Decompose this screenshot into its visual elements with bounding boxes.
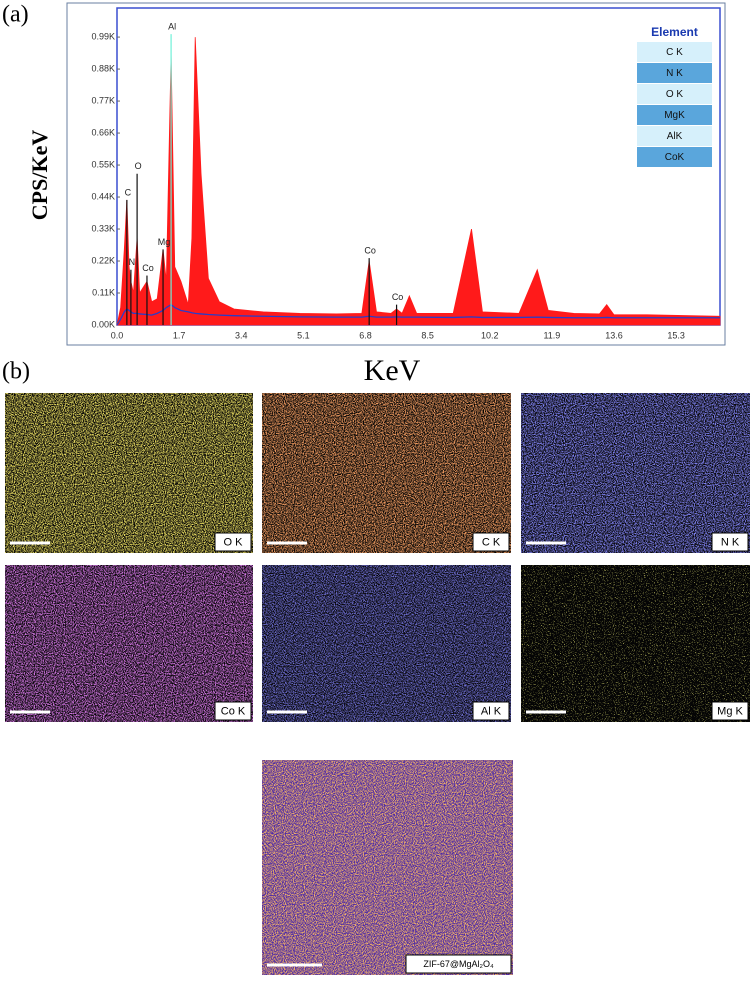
map-label-box [214,532,252,552]
table-cell: O K [666,89,684,100]
x-tick-label: 5.1 [297,330,310,340]
table-cell: N K [666,68,683,79]
map-label: Al K [481,705,502,717]
peak-label: Mg [158,237,171,247]
y-axis-label: CPS/KeV [27,130,52,221]
element-map [262,760,513,975]
panel-label: (a) [2,2,29,28]
map-label: Co K [221,705,246,717]
peak-label: O [135,161,142,171]
table-row [637,126,712,146]
table-row [637,84,712,104]
element-map [262,565,511,722]
y-tick-label: 0.44K [91,191,115,201]
y-tick-label: 0.66K [91,127,115,137]
map-label-box [472,532,510,552]
map-label-box [214,701,252,721]
map-label-box [711,701,749,721]
spectrum-area [116,37,721,326]
peak-label: Co [364,245,376,255]
plot-area [116,7,721,326]
element-map [521,393,750,553]
map-label: C K [482,536,501,548]
peak-label: Co [142,263,154,273]
map-label-box [472,701,510,721]
table-title: Element [651,25,698,39]
peak-label: Co [392,292,404,302]
x-tick-label: 6.8 [359,330,372,340]
map-label-box [405,954,512,974]
table-row [637,147,712,167]
element-map [5,565,253,722]
table-cell: CoK [665,152,685,163]
y-tick-label: 0.22K [91,255,115,265]
table-row [637,105,712,125]
table-cell: AlK [667,131,683,142]
y-tick-label: 0.77K [91,95,115,105]
x-tick-label: 3.4 [235,330,248,340]
table-cell: MgK [664,110,685,121]
element-map [521,565,750,722]
y-tick-label: 0.00K [91,319,115,329]
x-axis-label: KeV [364,354,421,387]
chart-frame [66,2,726,346]
x-tick-label: 13.6 [605,330,623,340]
x-tick-label: 1.7 [173,330,186,340]
table-row [637,63,712,83]
y-tick-label: 0.11K [92,287,115,297]
element-map [5,393,253,553]
x-tick-label: 8.5 [421,330,434,340]
background-line [116,303,720,326]
map-label: Mg K [717,705,743,717]
peak-label: N [129,257,136,267]
map-label: O K [224,536,244,548]
panel-label: (b) [2,359,30,385]
x-tick-label: 15.3 [667,330,685,340]
map-label: N K [721,536,740,548]
x-tick-label: 11.9 [543,330,560,340]
x-tick-label: 0.0 [111,330,124,340]
peak-label: Al [168,22,176,32]
table-cell: C K [666,47,683,58]
y-tick-label: 0.55K [91,159,115,169]
element-map [262,393,511,553]
x-tick-label: 10.2 [481,330,499,340]
y-tick-label: 0.99K [91,31,115,41]
table-row [637,42,712,62]
peak-label: C [125,187,132,197]
y-tick-label: 0.33K [91,223,115,233]
y-tick-label: 0.88K [91,63,115,73]
map-label-box [711,532,749,552]
map-label: ZIF-67@MgAl₂O₄ [423,959,494,969]
